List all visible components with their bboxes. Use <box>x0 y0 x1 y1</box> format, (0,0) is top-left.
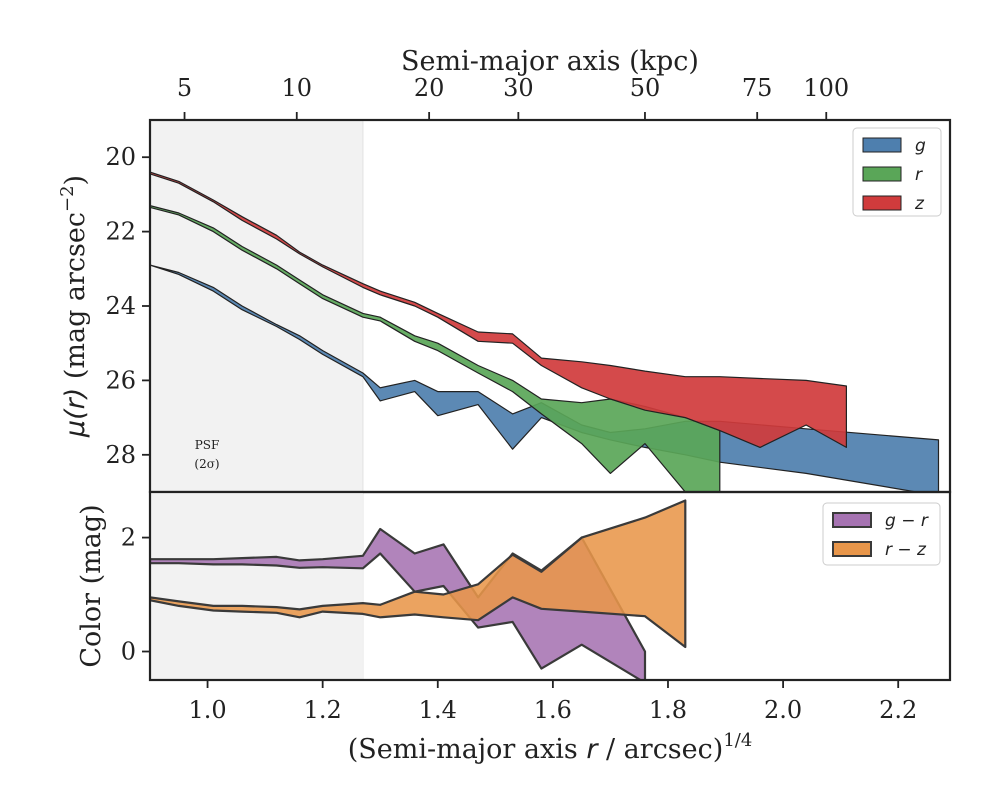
top-y-tick-label: 24 <box>105 292 136 320</box>
legend-top-swatch <box>862 166 902 182</box>
top-y-axis-title-text: (mag arcsec <box>60 212 91 388</box>
top-x-tick-label: 10 <box>281 74 312 102</box>
x-tick-label: 1.2 <box>304 696 342 724</box>
top-x-tick-label: 30 <box>503 74 534 102</box>
x-tick-label: 1.8 <box>649 696 687 724</box>
axes-labels: 1.0 1.2 1.4 1.6 1.8 2.0 2.25 10 20 30 50 75 10020222… <box>57 46 942 765</box>
psf-sigma-label: (2σ) <box>194 457 219 471</box>
top-x-axis-title: Semi-major axis (kpc) <box>401 46 699 77</box>
top-y-axis-title-var: μ(r) <box>60 388 91 438</box>
x-tick-label: 1.6 <box>534 696 572 724</box>
top-x-tick-label: 20 <box>414 74 445 102</box>
legend-bottom-swatch <box>832 541 872 557</box>
top-y-axis-title-close: ) <box>60 175 91 186</box>
x-axis-title: (Semi-major axis r / arcsec)1/4 <box>348 730 753 765</box>
legend-top-label: z <box>914 194 925 214</box>
x-axis-title-main: (Semi-major axis <box>348 734 587 765</box>
top-y-axis-title-exp: −2 <box>57 185 78 212</box>
bottom-y-tick-label: 2 <box>121 524 136 552</box>
color-bands <box>150 499 687 680</box>
legend-bottom-swatch <box>832 512 872 528</box>
legend-top: grz <box>852 127 942 217</box>
bottom-y-tick-label: 0 <box>121 638 136 666</box>
top-y-tick-label: 20 <box>105 143 136 171</box>
color-band-1 <box>150 499 687 649</box>
legend-top-swatch <box>862 137 902 153</box>
x-tick-label: 2.2 <box>879 696 917 724</box>
surface-brightness-band-1 <box>150 205 721 492</box>
x-tick-label: 1.4 <box>419 696 457 724</box>
x-axis-title-unit: / arcsec) <box>597 734 723 765</box>
x-tick-label: 1.0 <box>188 696 226 724</box>
x-axis-title-exp: 1/4 <box>723 730 752 751</box>
top-y-tick-label: 22 <box>105 218 136 246</box>
color-panel <box>148 490 952 682</box>
x-tick-label: 2.0 <box>764 696 802 724</box>
top-x-tick-label: 50 <box>630 74 661 102</box>
x-axis-title-var: r <box>586 734 599 765</box>
legend-top-swatch <box>862 195 902 211</box>
psf-label: PSF <box>195 438 220 452</box>
legend-top-label: g <box>915 136 926 156</box>
legend-bottom-label: g − r <box>885 511 929 531</box>
legend-top-label: r <box>915 165 923 185</box>
top-x-tick-label: 75 <box>742 74 773 102</box>
bottom-y-axis-title: Color (mag) <box>76 504 107 667</box>
legend-bottom-label: r − z <box>885 540 927 560</box>
top-y-tick-label: 26 <box>105 366 136 394</box>
psf-region-bottom <box>150 492 363 680</box>
top-x-tick-label: 5 <box>177 74 192 102</box>
surface-brightness-panel: PSF (2σ) <box>148 118 952 680</box>
top-y-axis-title: μ(r) (mag arcsec−2) <box>57 175 91 438</box>
surface-brightness-band-2 <box>150 171 847 448</box>
top-y-tick-label: 28 <box>105 441 136 469</box>
bottom-panel-frame <box>148 490 952 682</box>
surface-brightness-bands <box>150 171 940 492</box>
top-x-tick-label: 100 <box>803 74 849 102</box>
psf-region-top <box>150 120 363 492</box>
legend-bottom: g − r r − z <box>822 502 941 566</box>
